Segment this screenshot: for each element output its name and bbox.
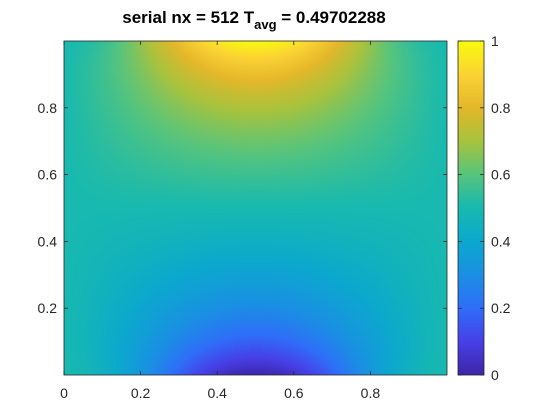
chart-title: serial nx = 512 Tavg = 0.49702288 [122,8,385,32]
chart-title-subscript: avg [254,17,276,32]
chart-title-suffix: = 0.49702288 [277,8,386,27]
y-tick-label: 0.2 [38,300,58,316]
y-tick-label: 0.4 [38,233,58,249]
colorbar-tick-label: 0.6 [491,167,511,183]
x-axis: 0 0.2 0.4 0.6 0.8 [60,41,380,401]
x-tick-label: 0.8 [361,385,381,401]
heatmap-image [64,41,447,375]
x-tick-label: 0 [60,385,68,401]
plot-frame [63,40,448,376]
colorbar-tick-label: 0 [491,367,499,383]
y-tick-label: 0.6 [38,167,58,183]
colorbar-tick-label: 0.4 [491,233,511,249]
x-tick-label: 0.4 [207,385,227,401]
colorbar-gradient [458,41,484,375]
colorbar-frame [457,40,485,376]
y-axis: 0.2 0.4 0.6 0.8 [38,100,447,316]
y-tick-label: 0.8 [38,100,58,116]
colorbar-tick-label: 1 [491,33,499,49]
colorbar: 0 0.2 0.4 0.6 0.8 1 [457,33,511,383]
chart-title-prefix: serial nx = 512 T [122,8,254,27]
x-tick-label: 0.2 [131,385,151,401]
colorbar-ticks: 0 0.2 0.4 0.6 0.8 1 [458,33,511,383]
heatmap-plot-area [63,40,448,376]
colorbar-tick-label: 0.2 [491,300,511,316]
colorbar-tick-label: 0.8 [491,100,511,116]
x-tick-label: 0.6 [284,385,304,401]
